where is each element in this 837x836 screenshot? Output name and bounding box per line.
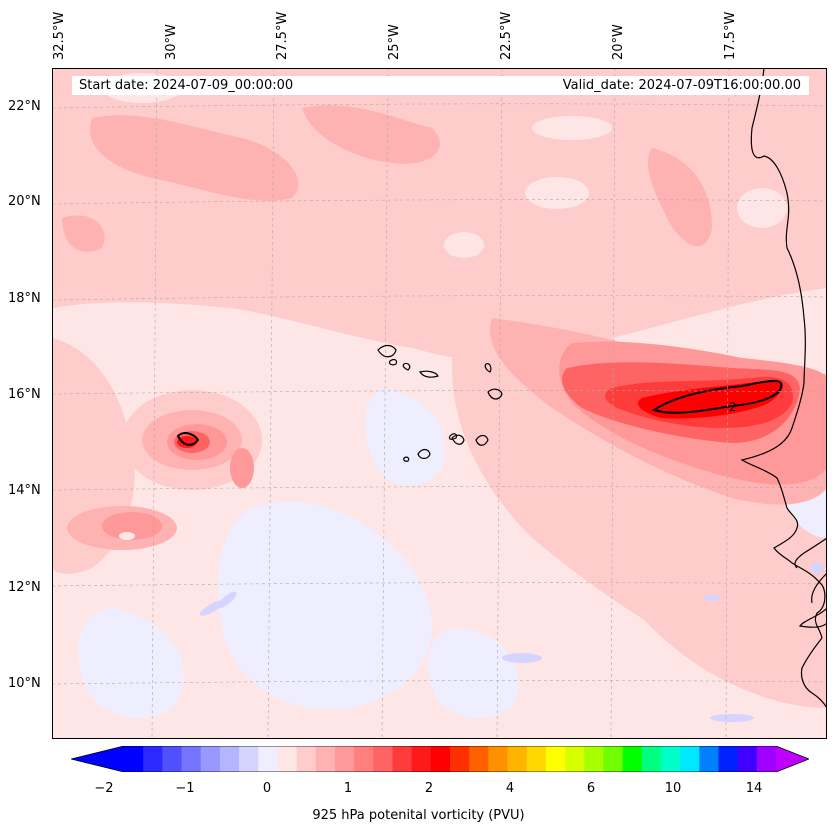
colorbar-segment — [699, 746, 719, 772]
lon-label: 30°W — [164, 24, 179, 60]
colorbar-segment — [411, 746, 432, 772]
colorbar-tick-label: −1 — [175, 781, 195, 796]
map-border — [52, 68, 827, 739]
colorbar-segment — [334, 746, 355, 772]
colorbar-segment — [622, 746, 643, 772]
lat-label: 22°N — [8, 99, 41, 114]
colorbar-segment — [392, 746, 413, 772]
pv-vortex-southwest — [67, 506, 177, 550]
lat-label: 18°N — [8, 291, 41, 306]
colorbar-tick-label: 0 — [262, 781, 272, 796]
lat-label: 16°N — [8, 387, 41, 402]
colorbar-segment — [219, 746, 240, 772]
colorbar-segment — [718, 746, 739, 772]
pv-streaks-north — [62, 105, 712, 252]
colorbar-tick-label: 1 — [343, 781, 353, 796]
colorbar-segment — [488, 746, 509, 772]
lon-label: 17.5°W — [723, 11, 738, 60]
contour-label-2: 2 — [729, 400, 737, 414]
cape-verde-islands — [377, 344, 503, 462]
colorbar-tick-label: 4 — [505, 781, 515, 796]
graticule — [52, 68, 827, 739]
colorbar-tick-label: −2 — [94, 781, 114, 796]
colorbar-segment — [258, 746, 278, 772]
colorbar-segment — [641, 746, 662, 772]
colorbar-segment — [430, 746, 451, 772]
colorbar-segment — [660, 746, 681, 772]
lat-label: 14°N — [8, 483, 41, 498]
colorbar-segment — [200, 746, 221, 772]
colorbar-tick-label: 14 — [745, 781, 763, 796]
coastline-africa-south — [794, 537, 827, 709]
lat-label: 20°N — [8, 194, 41, 209]
valid-date-label: Valid_date: 2024-07-09T16:00:00.00 — [562, 78, 801, 93]
colorbar-segment — [603, 746, 624, 772]
colorbar-segment — [162, 746, 183, 772]
colorbar-segment — [296, 746, 317, 772]
colorbar-segment — [181, 746, 202, 772]
colorbar — [71, 746, 809, 772]
colorbar-segment — [507, 746, 528, 772]
colorbar-segment — [584, 746, 604, 772]
colorbar-segment — [737, 746, 758, 772]
pv-band-peak — [638, 379, 783, 419]
colorbar-segment — [680, 746, 700, 772]
colorbar-extend-min — [71, 746, 124, 772]
lon-label: 20°W — [611, 24, 626, 60]
coastline-africa — [740, 68, 826, 639]
pv-2-contours — [176, 379, 783, 446]
colorbar-tick-label: 2 — [424, 781, 434, 796]
colorbar-extend-max — [776, 746, 809, 772]
pv-light-patches — [102, 73, 827, 370]
lon-label: 25°W — [387, 24, 402, 60]
colorbar-tick-label: 6 — [586, 781, 596, 796]
lon-label: 32.5°W — [52, 11, 67, 60]
lat-label: 10°N — [8, 676, 41, 691]
lon-label: 27.5°W — [275, 11, 290, 60]
colorbar-segment — [315, 746, 336, 772]
colorbar-segment — [756, 746, 777, 772]
pv-map: 2 — [52, 68, 827, 739]
colorbar-segment — [277, 746, 298, 772]
colorbar-segment — [373, 746, 393, 772]
colorbar-segment — [565, 746, 585, 772]
colorbar-segment — [526, 746, 547, 772]
colorbar-segment — [354, 746, 374, 772]
info-bar: Start date: 2024-07-09_00:00:00 Valid_da… — [72, 76, 809, 95]
colorbar-tick-label: 10 — [664, 781, 682, 796]
lon-label: 22.5°W — [499, 11, 514, 60]
pv-field-southeast — [609, 538, 827, 708]
pv-negative-areas — [78, 388, 827, 719]
pv-vortex-west — [122, 390, 262, 490]
colorbar-segment — [124, 746, 144, 772]
colorbar-segment — [143, 746, 163, 772]
colorbar-segment — [450, 746, 470, 772]
start-date-label: Start date: 2024-07-09_00:00:00 — [79, 78, 294, 93]
lat-label: 12°N — [8, 580, 41, 595]
colorbar-segment — [545, 746, 566, 772]
colorbar-title: 925 hPa potenital vorticity (PVU) — [312, 808, 525, 823]
colorbar-segment — [469, 746, 489, 772]
colorbar-segment — [239, 746, 259, 772]
